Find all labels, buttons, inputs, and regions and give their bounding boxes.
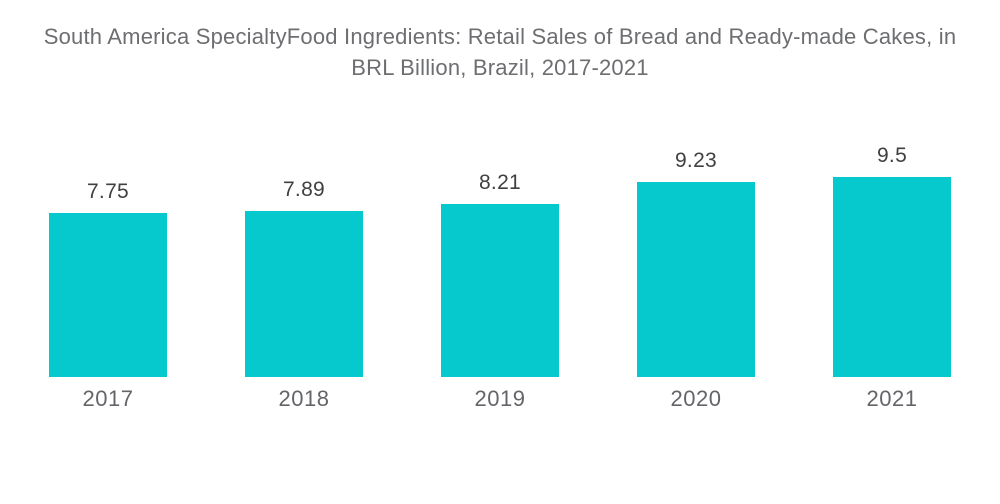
bar-value-label: 9.5	[876, 144, 908, 167]
bar-value-label: 7.89	[282, 178, 326, 201]
bar-group-2019: 8.21 2019	[441, 170, 559, 412]
bar-group-2017: 7.75 2017	[49, 179, 167, 412]
bar-2018	[245, 211, 363, 377]
chart-title-line-1: South America SpecialtyFood Ingredients:…	[43, 24, 957, 49]
chart-title: South America SpecialtyFood Ingredients:…	[0, 0, 1000, 83]
x-axis-label: 2018	[278, 386, 330, 411]
bar-value-label: 7.75	[86, 180, 130, 203]
x-axis-label: 2021	[866, 386, 918, 411]
x-axis-label: 2017	[82, 386, 134, 411]
bar-value-label: 8.21	[478, 171, 522, 194]
bar-group-2018: 7.89 2018	[245, 177, 363, 412]
bar-value-label: 9.23	[674, 149, 718, 172]
bar-group-2020: 9.23 2020	[637, 148, 755, 412]
bar-2020	[637, 182, 755, 377]
x-axis-label: 2020	[670, 386, 722, 411]
x-axis-label: 2019	[474, 386, 526, 411]
bar-group-2021: 9.5 2021	[833, 143, 951, 412]
chart-title-line-2: BRL Billion, Brazil, 2017-2021	[351, 55, 649, 80]
bar-2019	[441, 204, 559, 377]
bar-chart: 7.75 2017 7.89 2018 8.21 2019 9.23 2020 9.5 2021	[0, 143, 1000, 412]
bar-2017	[49, 213, 167, 377]
bar-2021	[833, 177, 951, 377]
